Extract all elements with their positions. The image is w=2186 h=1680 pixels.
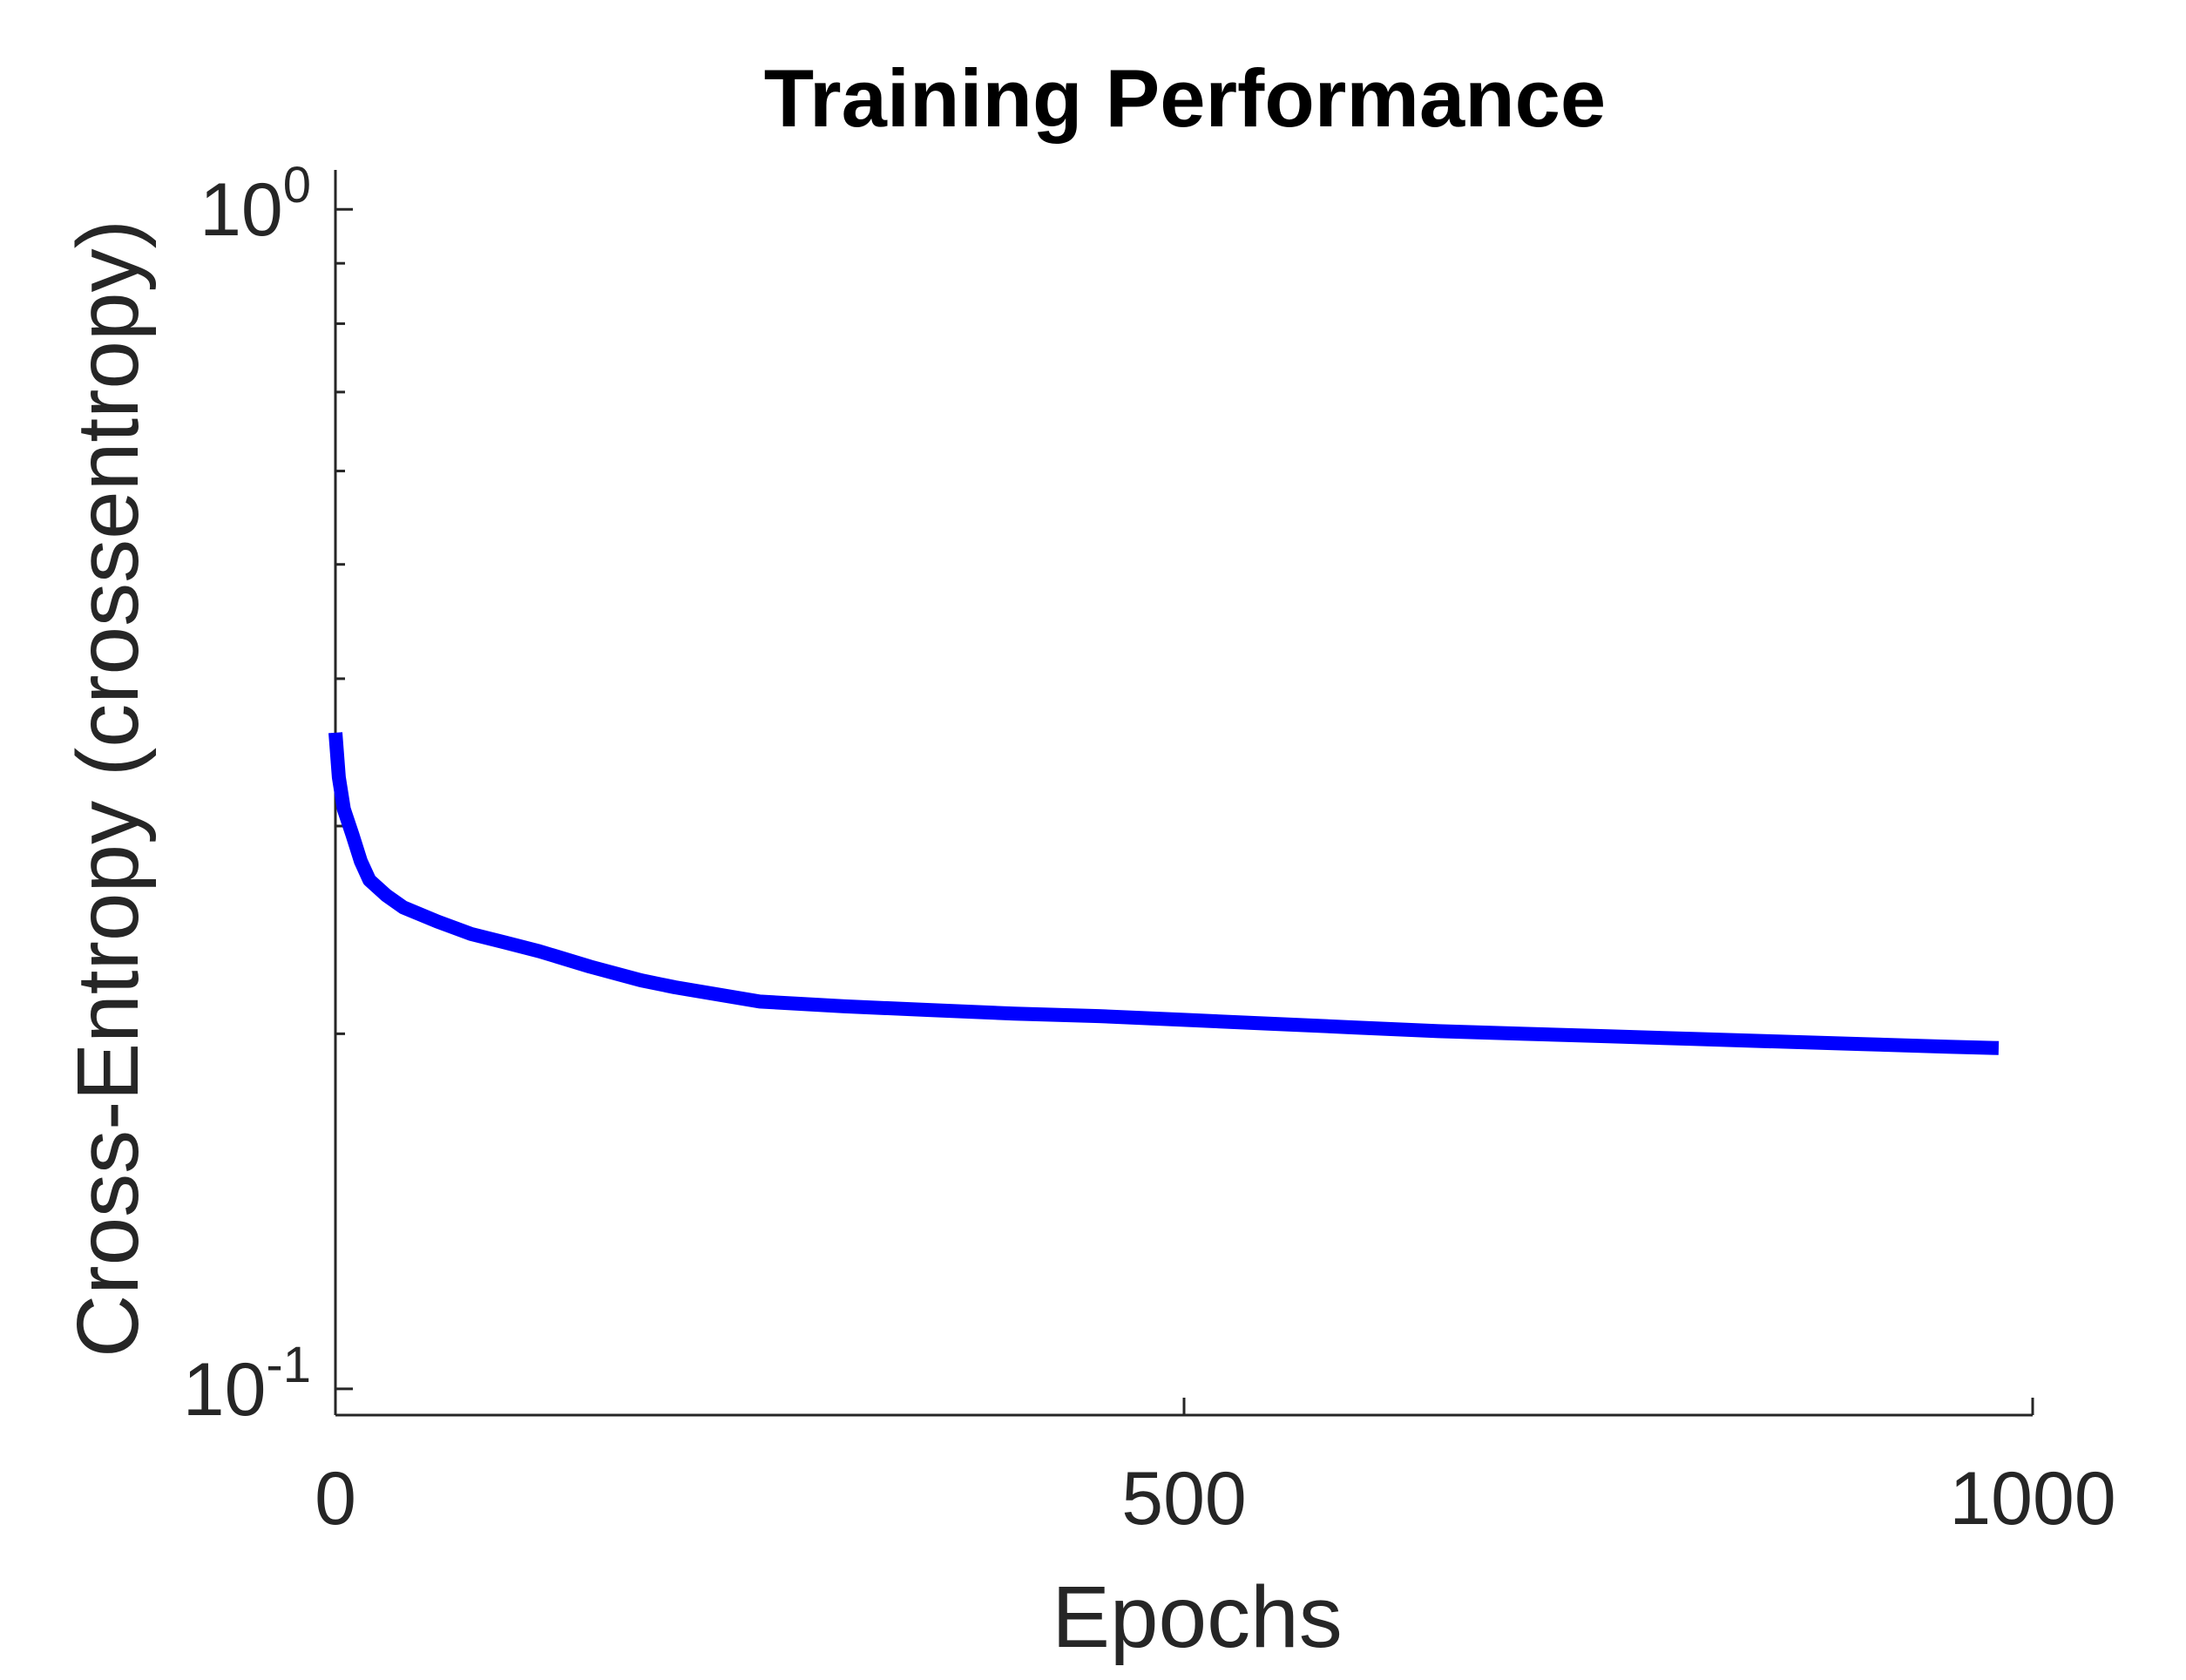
y-axis-label: Cross-Entropy (crossentropy) <box>59 220 157 1358</box>
x-tick-label: 1000 <box>1949 1457 2115 1541</box>
y-tick-exponent: -1 <box>266 1337 311 1393</box>
y-tick-base: 10 <box>183 1348 267 1432</box>
x-tick-label: 0 <box>315 1457 356 1541</box>
series-group <box>328 732 2000 1055</box>
x-tick-label: 500 <box>1121 1457 1247 1541</box>
y-tick-exponent: 0 <box>283 157 311 213</box>
x-axis-label: Epochs <box>1052 1568 1343 1666</box>
series-line <box>328 732 2000 1055</box>
y-tick-base: 10 <box>200 168 283 252</box>
chart-title: Training Performance <box>764 52 1606 144</box>
axes <box>334 170 2033 1417</box>
y-tick-label: 10-1 <box>183 1337 311 1432</box>
y-tick-label: 100 <box>200 157 311 252</box>
